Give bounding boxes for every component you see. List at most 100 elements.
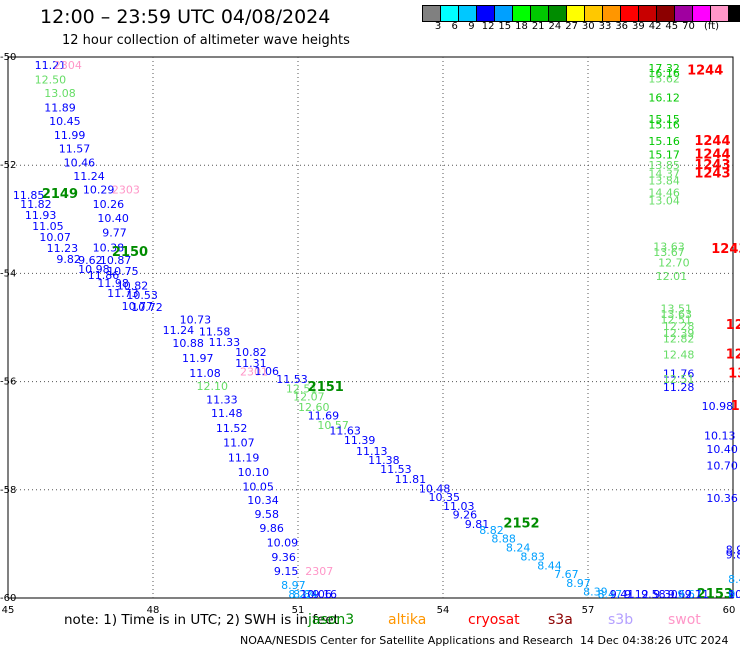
color-scale-tick: 30 bbox=[581, 21, 595, 32]
data-point-label: 16.12 bbox=[648, 92, 680, 105]
data-point-label: 10.05 bbox=[242, 481, 274, 494]
data-point-label: 10.88 bbox=[172, 337, 204, 350]
y-tick-label: -52 bbox=[0, 160, 16, 171]
data-point-label: 11.48 bbox=[211, 407, 243, 420]
x-tick-label: 45 bbox=[2, 605, 15, 616]
data-point-label: 10.82 bbox=[235, 346, 267, 359]
data-point-label: 15.17 bbox=[648, 148, 680, 161]
data-point-label: 11.38 bbox=[368, 454, 400, 467]
data-point-label: 11.81 bbox=[395, 473, 427, 486]
plot-frame bbox=[7, 56, 734, 599]
y-tick-label: -60 bbox=[0, 593, 16, 604]
data-point-label: 9.36 bbox=[271, 551, 296, 564]
data-point-label: 7.67 bbox=[554, 568, 579, 581]
x-tick-label: 60 bbox=[723, 605, 736, 616]
data-point-label: 11.89 bbox=[44, 101, 76, 114]
data-point-label: 1244 bbox=[694, 134, 730, 149]
data-point-label: 1244 bbox=[694, 147, 730, 162]
data-point-label: 11.31 bbox=[235, 357, 267, 370]
data-point-label: 9. bbox=[728, 588, 739, 601]
color-scale-tick: 9 bbox=[468, 21, 475, 32]
data-point-label: 12 bbox=[726, 348, 740, 363]
data-point-label: 11.73 bbox=[107, 287, 139, 300]
legend-item-swot: swot bbox=[668, 612, 701, 628]
data-point-label: 10.10 bbox=[238, 466, 269, 479]
data-point-label: 10.40 bbox=[97, 212, 128, 225]
data-point-label: 13.63 bbox=[653, 240, 685, 253]
data-point-label: 12.28 bbox=[663, 320, 695, 333]
data-point-label: 10.35 bbox=[429, 491, 461, 504]
data-point-label: 9.62 bbox=[668, 588, 693, 601]
data-point-label: 12.39 bbox=[663, 327, 695, 340]
data-point-label: 12 bbox=[726, 318, 740, 333]
data-point-label: 9. bbox=[728, 588, 739, 601]
data-point-label: 11.85 bbox=[13, 189, 45, 202]
data-point-label: 11.69 bbox=[308, 410, 340, 423]
data-point-label: 16.16 bbox=[648, 67, 680, 80]
data-point-label: 10.26 bbox=[93, 198, 125, 211]
data-point-label: 15.16 bbox=[648, 119, 680, 132]
data-point-label: 11.53 bbox=[380, 463, 412, 476]
color-scale-tick: 36 bbox=[615, 21, 629, 32]
data-point-label: 11.93 bbox=[25, 209, 56, 222]
data-point-label: 9.82 bbox=[56, 253, 80, 266]
data-point-label: 11.08 bbox=[189, 367, 221, 380]
x-tick-label: 48 bbox=[147, 605, 160, 616]
y-tick-label: -54 bbox=[0, 268, 16, 279]
data-point-label: 9.12 bbox=[624, 588, 649, 601]
data-point-label: 8.97 bbox=[281, 579, 306, 592]
data-point-label: 2301 bbox=[240, 365, 268, 378]
data-point-label: 12.51 bbox=[286, 383, 318, 396]
y-tick-label: -58 bbox=[0, 485, 16, 496]
data-point-label: 8.83 bbox=[520, 550, 545, 563]
data-point-label: 11.33 bbox=[209, 336, 241, 349]
data-point-label: 12.51 bbox=[661, 313, 693, 326]
data-point-label: 2152 bbox=[503, 516, 539, 531]
color-scale-tick: 24 bbox=[548, 21, 562, 32]
data-point-label: 10.57 bbox=[317, 419, 349, 432]
color-scale-bar bbox=[422, 5, 740, 22]
data-point-label: 8.4 bbox=[728, 573, 740, 586]
data-point-label: 8.24 bbox=[506, 542, 531, 555]
legend-item-cryosat: cryosat bbox=[468, 612, 520, 628]
data-point-label: 10.48 bbox=[419, 483, 451, 496]
data-point-label: 14.46 bbox=[648, 186, 680, 199]
data-point-label: 10.46 bbox=[64, 156, 95, 169]
data-point-label: 9.81 bbox=[465, 518, 490, 531]
data-point-label: 10.77 bbox=[122, 300, 154, 313]
color-scale-tick: 12 bbox=[481, 21, 495, 32]
data-point-label: 14.37 bbox=[648, 167, 680, 180]
data-point-label: 15.16 bbox=[648, 135, 680, 148]
data-point-label: 9.85 bbox=[726, 549, 740, 562]
data-point-label: 11.39 bbox=[344, 434, 376, 447]
y-tick-label: -50 bbox=[0, 52, 16, 63]
data-point-label: 12.01 bbox=[656, 270, 688, 283]
data-point-label: 2153 bbox=[697, 587, 733, 602]
data-point-label: 8.97 bbox=[566, 577, 591, 590]
data-point-label: 11.76 bbox=[663, 367, 695, 380]
data-point-label: 1 bbox=[731, 399, 740, 414]
credit-text: NOAA/NESDIS Center for Satellite Applica… bbox=[240, 634, 574, 647]
data-point-label: 11.24 bbox=[73, 170, 105, 183]
legend-item-altika: altika bbox=[388, 612, 427, 628]
data-point-label: 10.75 bbox=[107, 265, 139, 278]
data-point-label: 10.72 bbox=[131, 301, 163, 314]
data-point-label: 15.15 bbox=[648, 113, 680, 126]
legend-item-s3a: s3a bbox=[548, 612, 573, 628]
data-point-label: 11.53 bbox=[276, 373, 308, 386]
data-point-label: 2304 bbox=[54, 59, 82, 72]
y-tick-label: -56 bbox=[0, 377, 16, 388]
data-point-label: 12.50 bbox=[35, 74, 66, 87]
data-point-label: 11.21 bbox=[35, 59, 66, 72]
data-point-label: 12.51 bbox=[663, 373, 695, 386]
data-point-label: 11.24 bbox=[163, 324, 195, 337]
footnote: note: 1) Time is in UTC; 2) SWH is in fe… bbox=[64, 612, 339, 628]
data-point-label: 9.11 bbox=[685, 588, 710, 601]
data-point-label: 10.29 bbox=[83, 184, 115, 197]
data-point-label: 11.57 bbox=[59, 142, 91, 155]
color-scale-tick: 15 bbox=[498, 21, 512, 32]
data-point-label: 10.70 bbox=[706, 459, 738, 472]
data-point-label: 1.06 bbox=[255, 365, 280, 378]
data-point-label: 10.87 bbox=[100, 254, 132, 267]
data-point-label: 11.07 bbox=[223, 437, 255, 450]
